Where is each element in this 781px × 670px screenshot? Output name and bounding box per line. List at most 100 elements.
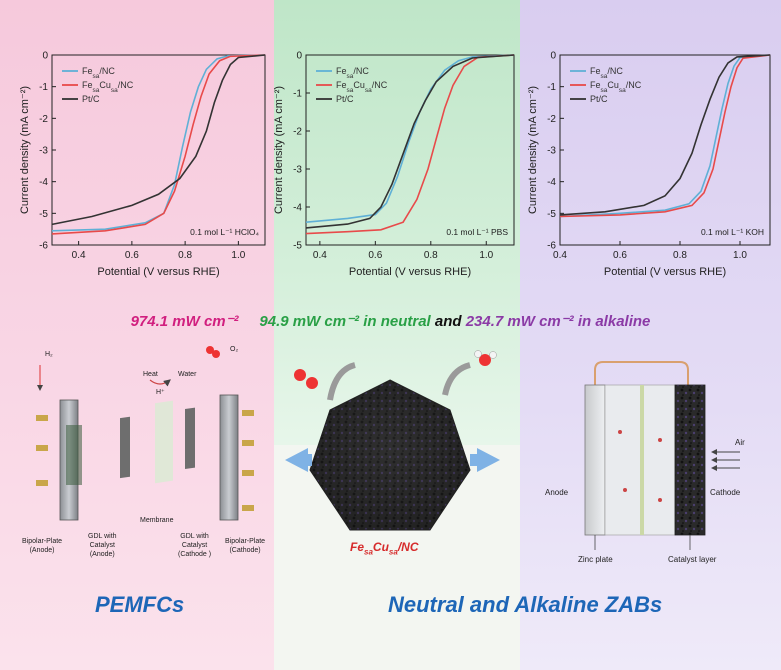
y-tick-label: 0 [550,51,556,62]
o2-atom-a [294,369,306,381]
o2-molecule-1 [206,346,214,354]
series-line-2 [559,54,771,216]
y-tick-label: -4 [39,177,48,188]
fitting-cathode-1 [242,410,254,416]
ion-4 [658,498,662,502]
series-line-2 [51,54,266,226]
catalyst-name: FesaCusa/NC [350,540,419,557]
series-line-0 [51,54,266,232]
x-axis-title: Potential (V versus RHE) [349,266,471,278]
y-axis-title: Current density (mA cm⁻²) [527,86,539,214]
electrolyte-annotation: 0.1 mol L⁻¹ HClO₄ [190,227,259,237]
fitting-cathode-2 [242,440,254,446]
acidic-panel-background [0,0,274,670]
y-axis-title: Current density (mA cm⁻²) [19,86,31,214]
x-tick-label: 0.8 [178,250,192,261]
y-tick-label: -2 [39,114,48,125]
ion-2 [658,438,662,442]
summary-alkaline: 234.7 mW cm⁻² in alkaline [465,313,651,330]
electrolyte-annotation: 0.1 mol L⁻¹ KOH [701,227,764,237]
left-arrow-shaft [306,454,312,466]
y-tick-label: -6 [39,241,48,252]
water-oxygen [479,354,491,366]
y-tick-label: -5 [293,241,302,252]
label-bipolar-anode: Bipolar-Plate (Anode) [22,538,63,554]
x-tick-label: 0.4 [72,250,86,261]
x-tick-label: 1.0 [479,250,493,261]
label-cathode: Cathode [710,488,741,497]
water-hydrogen-2 [489,351,497,359]
y-tick-label: -1 [293,89,302,100]
series-line-0 [559,54,771,218]
bipolar-plate-cathode [219,394,239,521]
y-tick-label: -4 [547,177,556,188]
legend-label-2: Pt/C [590,94,608,104]
fitting-anode-1 [36,415,48,421]
legend-label-1: FesaCusa/NC [82,80,134,94]
neutral-panel-background [274,0,520,445]
fitting-cathode-4 [242,505,254,511]
x-tick-label: 0.6 [125,250,139,261]
y-tick-label: -3 [39,146,48,157]
chart-alkaline: 0.4 0.6 0.8 1.0 0 -1 -2 -3 -4 -5 -6 Potential (V ve… [527,51,771,278]
x-tick-label: 0.6 [613,250,627,261]
y-tick-label: 0 [296,51,302,62]
o2-in-arrow [327,362,356,401]
zab-diagram [584,361,740,550]
y-tick-label: -2 [547,114,556,125]
power-density-summary: 974.1 mW cm⁻² 94.9 mW cm⁻² in neutral an… [0,312,781,330]
proton-arrow [149,379,171,387]
label-water: Water [178,371,197,378]
chart-neutral: 0.4 0.6 0.8 1.0 0 -1 -2 -3 -4 -5 Potential (V vers… [274,51,515,278]
pemfc-diagram [36,346,254,521]
fitting-cathode-3 [242,470,254,476]
o2-atom-b [306,377,318,389]
y-tick-label: -3 [547,146,556,157]
x-tick-label: 0.4 [313,250,327,261]
water-out-arrow [442,362,471,396]
catalyst-layer [674,384,706,536]
ion-1 [618,430,622,434]
pemfc-title: PEMFCs [95,592,185,617]
x-tick-label: 1.0 [733,250,747,261]
fitting-anode-2 [36,445,48,451]
label-bipolar-cathode: Bipolar-Plate (Cathode) [225,538,266,554]
right-double-arrow-head [477,448,500,472]
y-tick-label: -1 [39,82,48,93]
water-hydrogen-1 [474,350,482,358]
y-tick-label: -5 [39,209,48,220]
legend-label-0: Fesa/NC [336,66,369,80]
fitting-anode-3 [36,480,48,486]
label-heat: Heat [143,371,158,378]
y-tick-label: -3 [293,165,302,176]
label-gdl-cathode: GDL with Catalyst (Cathode ) [178,533,212,558]
x-axis-title: Potential (V versus RHE) [604,266,726,278]
summary-joiner: and [434,313,462,330]
y-tick-label: -5 [547,209,556,220]
label-h2: H₂ [45,351,53,358]
zinc-plate [584,384,606,536]
y-tick-label: -1 [547,82,556,93]
electrolyte-annotation: 0.1 mol L⁻¹ PBS [446,227,508,237]
x-tick-label: 0.8 [673,250,687,261]
o2-molecule-2 [212,350,220,358]
series-line-1 [51,54,266,235]
separator [640,385,644,535]
gdl-cathode [185,407,195,469]
alkaline-panel-background [520,0,781,670]
label-membrane: Membrane [140,517,174,524]
x-axis-title: Potential (V versus RHE) [97,266,219,278]
legend-label-0: Fesa/NC [590,66,623,80]
flow-field-anode [66,425,82,485]
y-tick-label: 0 [42,51,48,62]
membrane [155,400,173,484]
y-tick-label: -4 [293,203,302,214]
y-tick-label: -2 [293,127,302,138]
y-axis-title: Current density (mA cm⁻²) [274,86,285,214]
label-anode: Anode [545,488,569,497]
left-double-arrow-head [285,448,308,472]
label-zinc-plate: Zinc plate [578,555,613,564]
label-catalyst-layer: Catalyst layer [668,555,717,564]
legend-label-1: FesaCusa/NC [336,80,388,94]
x-tick-label: 1.0 [231,250,245,261]
